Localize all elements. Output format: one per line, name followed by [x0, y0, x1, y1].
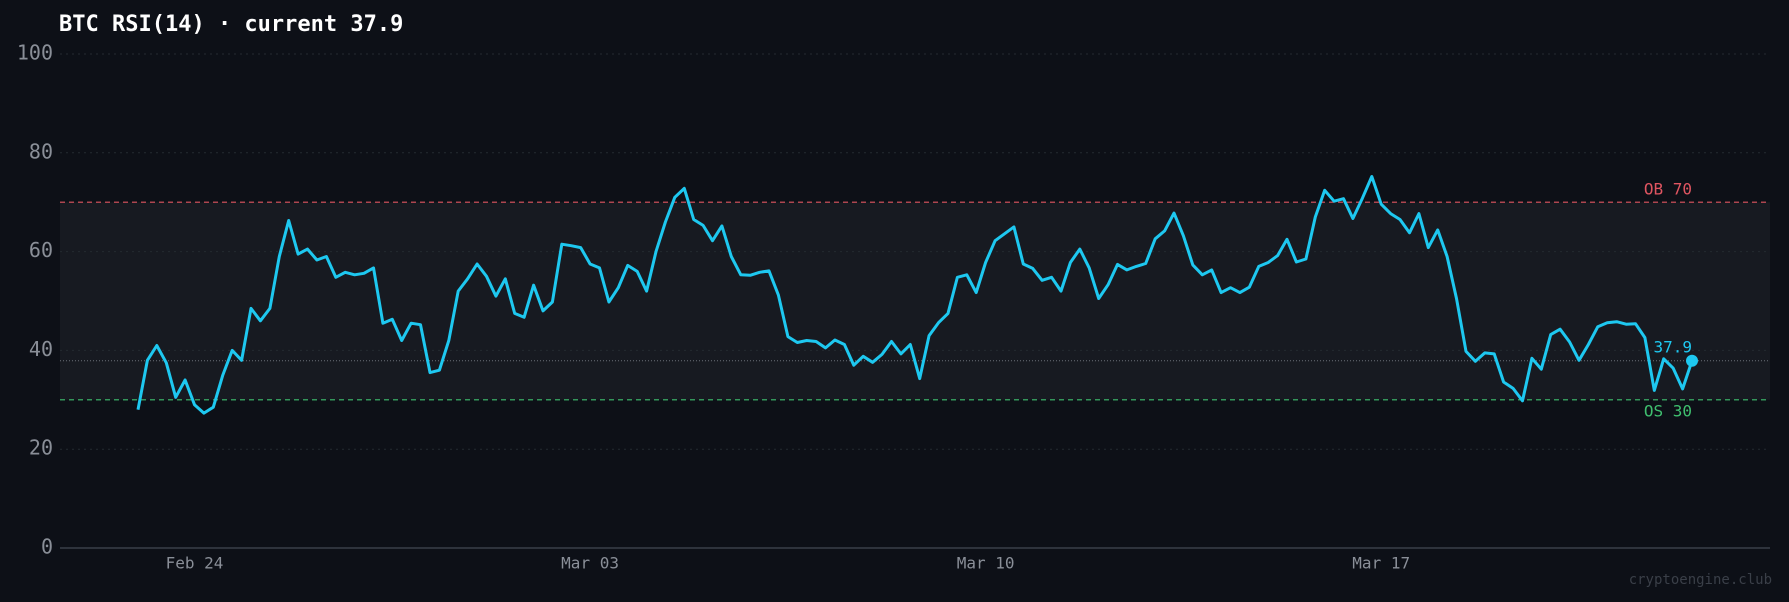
y-tick-label: 60	[29, 238, 53, 262]
current-label: 37.9	[1653, 337, 1692, 356]
watermark: cryptoengine.club	[1629, 572, 1772, 588]
reference-label: OS 30	[1644, 401, 1692, 420]
y-tick-label: 100	[17, 41, 53, 65]
y-tick-label: 40	[29, 337, 53, 361]
chart-title: BTC RSI(14) · current 37.9	[59, 12, 403, 37]
neutral-band	[60, 202, 1770, 400]
reference-label: OB 70	[1644, 180, 1692, 199]
x-tick-label: Feb 24	[166, 554, 224, 573]
x-tick-label: Mar 03	[561, 554, 619, 573]
y-tick-label: 80	[29, 139, 53, 163]
last-point	[1686, 354, 1698, 367]
x-tick-label: Mar 17	[1352, 554, 1410, 573]
rsi-line	[136, 175, 1694, 415]
y-tick-label: 0	[41, 535, 53, 559]
x-tick-label: Mar 10	[957, 554, 1015, 573]
y-tick-label: 20	[29, 436, 53, 460]
